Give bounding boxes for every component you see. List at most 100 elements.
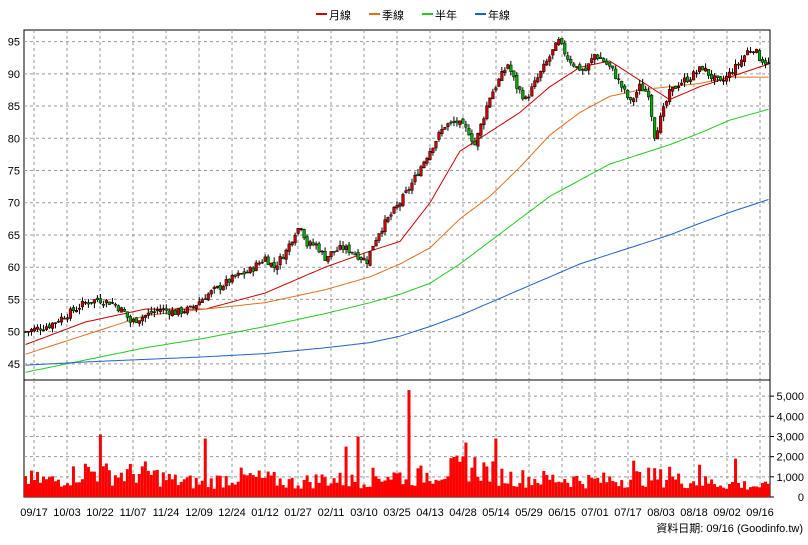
candle-body bbox=[763, 60, 768, 65]
volume-bar bbox=[350, 474, 354, 497]
volume-bar bbox=[227, 485, 231, 497]
candle-body bbox=[482, 118, 486, 126]
volume-bar bbox=[680, 483, 684, 497]
volume-bar bbox=[524, 487, 528, 497]
candle-body bbox=[290, 241, 294, 246]
volume-tick-label: 5,000 bbox=[776, 391, 804, 403]
candle-body bbox=[203, 298, 207, 300]
candle-body bbox=[698, 66, 702, 72]
candle-body bbox=[638, 83, 642, 92]
candle-body bbox=[170, 310, 174, 317]
volume-bar bbox=[122, 481, 126, 497]
candle-body bbox=[491, 91, 495, 100]
volume-bar bbox=[281, 485, 285, 497]
candle-body bbox=[473, 140, 477, 146]
candle-body bbox=[707, 69, 711, 76]
volume-bar bbox=[272, 471, 276, 497]
volume-bar bbox=[398, 472, 402, 497]
candle-body bbox=[314, 243, 318, 246]
volume-bar bbox=[113, 475, 117, 497]
volume-bar bbox=[344, 446, 348, 497]
volume-bar bbox=[35, 471, 39, 497]
volume-bar bbox=[455, 455, 459, 497]
candle-body bbox=[131, 318, 135, 323]
volume-bar bbox=[404, 479, 408, 497]
volume-tick-label: 1,000 bbox=[776, 472, 804, 484]
candle-body bbox=[89, 302, 93, 304]
volume-bar bbox=[461, 456, 465, 497]
candle-body bbox=[509, 64, 513, 72]
volume-bar bbox=[674, 479, 678, 497]
candle-body bbox=[200, 299, 204, 304]
volume-bar bbox=[500, 468, 504, 497]
volume-bar bbox=[38, 482, 42, 497]
candle-body bbox=[335, 250, 339, 252]
volume-bar bbox=[335, 482, 339, 497]
candle-body bbox=[566, 55, 570, 60]
candle-body bbox=[302, 228, 306, 239]
x-tick-label: 07/17 bbox=[614, 507, 642, 519]
candle-body bbox=[695, 72, 699, 75]
volume-bar bbox=[278, 478, 282, 497]
candle-body bbox=[125, 311, 129, 318]
candle-body bbox=[83, 301, 87, 304]
volume-bar bbox=[296, 485, 300, 497]
price-tick-label: 45 bbox=[8, 359, 20, 371]
candle-body bbox=[731, 72, 735, 74]
volume-bar bbox=[218, 475, 222, 497]
price-tick-label: 75 bbox=[8, 166, 20, 178]
volume-bar bbox=[611, 480, 615, 497]
volume-bar bbox=[209, 478, 213, 497]
candle-body bbox=[368, 251, 372, 266]
candle-body bbox=[221, 286, 225, 291]
volume-bar bbox=[527, 476, 531, 497]
price-tick-label: 50 bbox=[8, 327, 20, 339]
volume-bar bbox=[131, 473, 135, 497]
x-tick-label: 12/09 bbox=[185, 507, 213, 519]
volume-bar bbox=[149, 474, 153, 497]
candle-body bbox=[122, 309, 126, 312]
volume-bar bbox=[767, 483, 770, 497]
volume-bar bbox=[662, 487, 666, 497]
candle-body bbox=[494, 87, 498, 91]
volume-bar bbox=[758, 487, 762, 497]
volume-bar bbox=[173, 474, 177, 497]
volume-bar bbox=[542, 470, 546, 497]
candle-body bbox=[227, 278, 231, 283]
candle-body bbox=[488, 97, 492, 108]
candle-body bbox=[224, 279, 228, 287]
volume-bar bbox=[290, 477, 294, 497]
footer-source-text: 資料日期: 09/16 (Goodinfo.tw) bbox=[656, 521, 803, 535]
volume-bar bbox=[164, 480, 168, 497]
candle-body bbox=[101, 304, 105, 306]
candle-body bbox=[389, 214, 393, 217]
volume-bar bbox=[521, 470, 525, 497]
volume-bar bbox=[647, 467, 651, 497]
candle-body bbox=[293, 234, 297, 244]
candle-body bbox=[569, 59, 573, 64]
x-tick-label: 08/18 bbox=[680, 507, 708, 519]
volume-bar bbox=[155, 469, 159, 497]
volume-bar bbox=[146, 470, 150, 497]
candle-body bbox=[443, 127, 447, 130]
volume-bar bbox=[389, 479, 393, 497]
volume-bar bbox=[50, 476, 54, 497]
candle-body bbox=[401, 194, 405, 206]
volume-tick-label: 2,000 bbox=[776, 452, 804, 464]
volume-bar bbox=[539, 484, 543, 497]
candle-body bbox=[110, 302, 114, 304]
volume-bar bbox=[80, 479, 84, 497]
volume-bar bbox=[326, 485, 330, 497]
candle-body bbox=[263, 256, 267, 262]
volume-bar bbox=[89, 471, 93, 497]
candle-body bbox=[479, 123, 483, 136]
candle-body bbox=[760, 59, 765, 63]
volume-bar bbox=[101, 466, 105, 497]
candle-body bbox=[119, 307, 123, 313]
x-tick-label: 10/22 bbox=[86, 507, 114, 519]
volume-bar bbox=[422, 482, 426, 497]
candle-body bbox=[176, 307, 180, 315]
volume-bar bbox=[665, 479, 669, 497]
candle-body bbox=[581, 69, 585, 71]
